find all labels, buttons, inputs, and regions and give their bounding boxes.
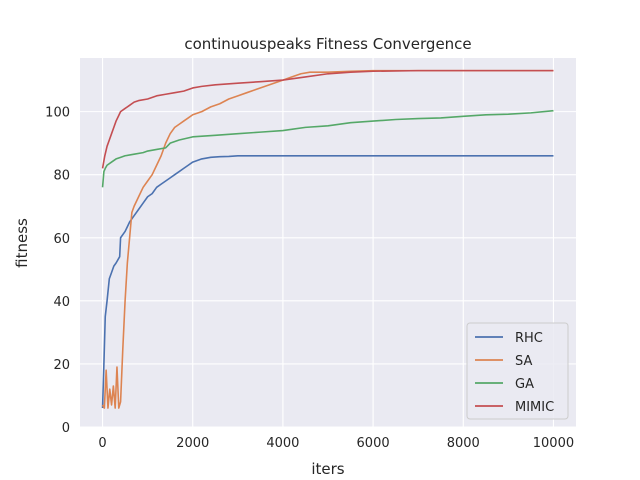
grid-lines bbox=[80, 58, 576, 428]
y-tick-label: 0 bbox=[62, 421, 70, 436]
y-tick-label: 60 bbox=[53, 232, 70, 247]
series-line-sa bbox=[101, 69, 554, 409]
legend-label-sa: SA bbox=[515, 354, 532, 369]
series-line-mimic bbox=[101, 69, 554, 169]
legend: RHC SA GA MIMIC bbox=[466, 322, 569, 420]
y-axis-label: fitness bbox=[13, 218, 31, 268]
x-axis-label: iters bbox=[311, 460, 344, 478]
series-lines bbox=[101, 69, 554, 409]
x-tick-label: 10000 bbox=[533, 436, 574, 451]
x-tick-label: 0 bbox=[98, 436, 106, 451]
x-tick-label: 8000 bbox=[447, 436, 480, 451]
legend-label-ga: GA bbox=[515, 377, 534, 392]
legend-label-mimic: MIMIC bbox=[515, 400, 554, 415]
series-line-rhc bbox=[101, 154, 554, 409]
y-tick-labels: 0 20 40 60 80 100 bbox=[45, 106, 70, 436]
y-tick-label: 20 bbox=[53, 358, 70, 373]
y-tick-label: 100 bbox=[45, 106, 70, 121]
x-tick-label: 4000 bbox=[266, 436, 299, 451]
x-tick-labels: 0 2000 4000 6000 8000 10000 bbox=[98, 436, 574, 451]
y-tick-label: 80 bbox=[53, 169, 70, 184]
x-tick-label: 2000 bbox=[176, 436, 209, 451]
series-line-ga bbox=[101, 109, 554, 188]
legend-box bbox=[466, 322, 569, 420]
legend-label-rhc: RHC bbox=[515, 331, 543, 346]
chart-title: continuouspeaks Fitness Convergence bbox=[184, 35, 471, 53]
y-tick-label: 40 bbox=[53, 295, 70, 310]
x-tick-label: 6000 bbox=[357, 436, 390, 451]
